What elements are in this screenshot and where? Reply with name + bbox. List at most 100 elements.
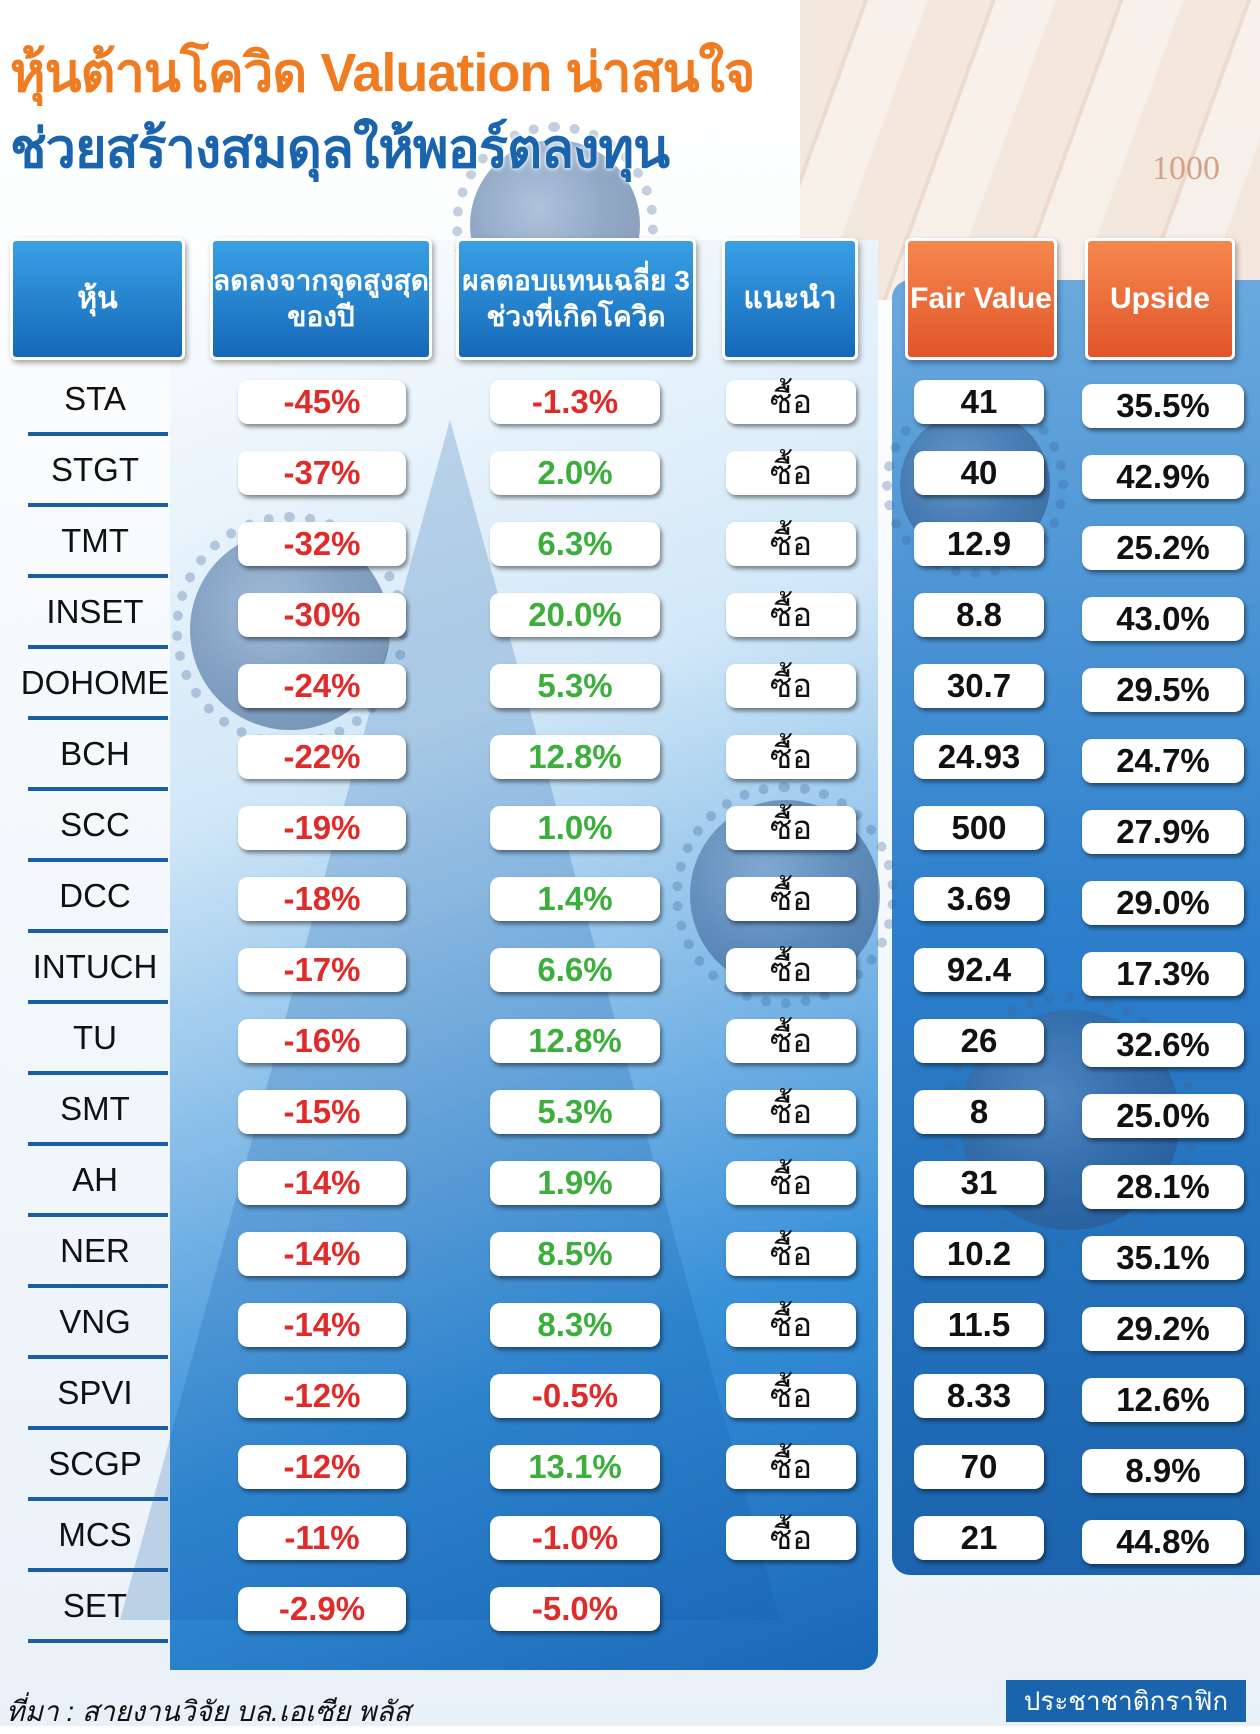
upside-value: 25.2% xyxy=(1082,526,1244,570)
recommendation-value: ซื้อ xyxy=(726,1303,856,1347)
fair-value-value: 8.33 xyxy=(914,1374,1044,1418)
fair-value-value: 24.93 xyxy=(914,735,1044,779)
upside-value: 35.1% xyxy=(1082,1236,1244,1280)
stock-ticker: AH xyxy=(72,1161,118,1198)
title-line-1: หุ้นต้านโควิด Valuation น่าสนใจ xyxy=(10,43,756,103)
avg-return-value: -1.3% xyxy=(490,380,660,424)
upside-value: 24.7% xyxy=(1082,739,1244,783)
recommendation-value: ซื้อ xyxy=(726,380,856,424)
upside-value: 17.3% xyxy=(1082,952,1244,996)
row-underline xyxy=(28,1639,168,1643)
credit-badge: ประชาชาติกราฟิก xyxy=(1006,1680,1246,1722)
table-row: STGT -37% 2.0% ซื้อ 40 42.9% xyxy=(0,443,1260,514)
recommendation-value: ซื้อ xyxy=(726,806,856,850)
row-underline xyxy=(28,645,168,649)
header-return: ผลตอบแทนเฉลี่ย 3 ช่วงที่เกิดโควิด xyxy=(456,238,696,360)
fair-value-value: 12.9 xyxy=(914,522,1044,566)
upside-value: 35.5% xyxy=(1082,384,1244,428)
recommendation-value: ซื้อ xyxy=(726,593,856,637)
table-row: BCH -22% 12.8% ซื้อ 24.93 24.7% xyxy=(0,727,1260,798)
table-row: AH -14% 1.9% ซื้อ 31 28.1% xyxy=(0,1153,1260,1224)
fair-value-value: 500 xyxy=(914,806,1044,850)
row-underline xyxy=(28,1568,168,1572)
avg-return-value: -0.5% xyxy=(490,1374,660,1418)
stock-ticker: STGT xyxy=(51,451,139,488)
header-upside: Upside xyxy=(1085,238,1235,360)
row-underline xyxy=(28,1071,168,1075)
row-underline xyxy=(28,858,168,862)
header-stock: หุ้น xyxy=(10,238,185,360)
row-underline xyxy=(28,432,168,436)
fair-value-value: 31 xyxy=(914,1161,1044,1205)
table-row: TU -16% 12.8% ซื้อ 26 32.6% xyxy=(0,1011,1260,1082)
recommendation-value: ซื้อ xyxy=(726,1019,856,1063)
stock-ticker: SET xyxy=(62,1587,128,1624)
upside-value: 28.1% xyxy=(1082,1165,1244,1209)
fair-value-value: 70 xyxy=(914,1445,1044,1489)
header-fair-value: Fair Value xyxy=(905,238,1057,360)
stock-ticker: MCS xyxy=(58,1516,132,1553)
drop-from-high-value: -17% xyxy=(238,948,406,992)
recommendation-value: ซื้อ xyxy=(726,1090,856,1134)
upside-value: 29.0% xyxy=(1082,881,1244,925)
avg-return-value: 8.5% xyxy=(490,1232,660,1276)
avg-return-value: 12.8% xyxy=(490,1019,660,1063)
avg-return-value: 6.6% xyxy=(490,948,660,992)
table-row: SPVI -12% -0.5% ซื้อ 8.33 12.6% xyxy=(0,1366,1260,1437)
fair-value-value: 30.7 xyxy=(914,664,1044,708)
avg-return-value: 20.0% xyxy=(490,593,660,637)
stock-ticker: TU xyxy=(73,1019,117,1056)
table-row: NER -14% 8.5% ซื้อ 10.2 35.1% xyxy=(0,1224,1260,1295)
drop-from-high-value: -2.9% xyxy=(238,1587,406,1631)
stock-ticker: DOHOME xyxy=(20,664,170,701)
avg-return-value: 13.1% xyxy=(490,1445,660,1489)
row-underline xyxy=(28,929,168,933)
drop-from-high-value: -14% xyxy=(238,1303,406,1347)
upside-value: 29.5% xyxy=(1082,668,1244,712)
avg-return-value: 1.4% xyxy=(490,877,660,921)
table-row: SET -2.9% -5.0% xyxy=(0,1579,1260,1650)
row-underline xyxy=(28,503,168,507)
recommendation-value: ซื้อ xyxy=(726,451,856,495)
upside-value: 32.6% xyxy=(1082,1023,1244,1067)
row-underline xyxy=(28,1000,168,1004)
fair-value-value: 8 xyxy=(914,1090,1044,1134)
source-note: ที่มา : สายงานวิจัย บล.เอเซีย พลัส xyxy=(6,1696,411,1727)
table-row: INTUCH -17% 6.6% ซื้อ 92.4 17.3% xyxy=(0,940,1260,1011)
drop-from-high-value: -18% xyxy=(238,877,406,921)
recommendation-value: ซื้อ xyxy=(726,1516,856,1560)
row-underline xyxy=(28,1142,168,1146)
stock-ticker: NER xyxy=(60,1232,130,1269)
stock-ticker: DCC xyxy=(59,877,131,914)
fair-value-value: 8.8 xyxy=(914,593,1044,637)
table-row: SMT -15% 5.3% ซื้อ 8 25.0% xyxy=(0,1082,1260,1153)
drop-from-high-value: -45% xyxy=(238,380,406,424)
drop-from-high-value: -15% xyxy=(238,1090,406,1134)
fair-value-value: 11.5 xyxy=(914,1303,1044,1347)
stock-ticker: BCH xyxy=(60,735,130,772)
row-underline xyxy=(28,1426,168,1430)
drop-from-high-value: -11% xyxy=(238,1516,406,1560)
row-underline xyxy=(28,574,168,578)
upside-value: 43.0% xyxy=(1082,597,1244,641)
drop-from-high-value: -30% xyxy=(238,593,406,637)
upside-value: 29.2% xyxy=(1082,1307,1244,1351)
fair-value-value: 92.4 xyxy=(914,948,1044,992)
drop-from-high-value: -12% xyxy=(238,1374,406,1418)
avg-return-value: -5.0% xyxy=(490,1587,660,1631)
stock-ticker: SCC xyxy=(60,806,130,843)
drop-from-high-value: -19% xyxy=(238,806,406,850)
header-recommendation: แนะนำ xyxy=(722,238,858,360)
upside-value: 44.8% xyxy=(1082,1520,1244,1564)
recommendation-value: ซื้อ xyxy=(726,948,856,992)
title-line-2: ช่วยสร้างสมดุลให้พอร์ตลงทุน xyxy=(10,119,670,179)
table-row: INSET -30% 20.0% ซื้อ 8.8 43.0% xyxy=(0,585,1260,656)
table-row: VNG -14% 8.3% ซื้อ 11.5 29.2% xyxy=(0,1295,1260,1366)
row-underline xyxy=(28,1213,168,1217)
drop-from-high-value: -16% xyxy=(238,1019,406,1063)
drop-from-high-value: -37% xyxy=(238,451,406,495)
stock-ticker: INTUCH xyxy=(32,948,158,985)
row-underline xyxy=(28,787,168,791)
stock-ticker: SPVI xyxy=(57,1374,133,1411)
header-drop: ลดลงจากจุดสูงสุดของปี xyxy=(210,238,432,360)
